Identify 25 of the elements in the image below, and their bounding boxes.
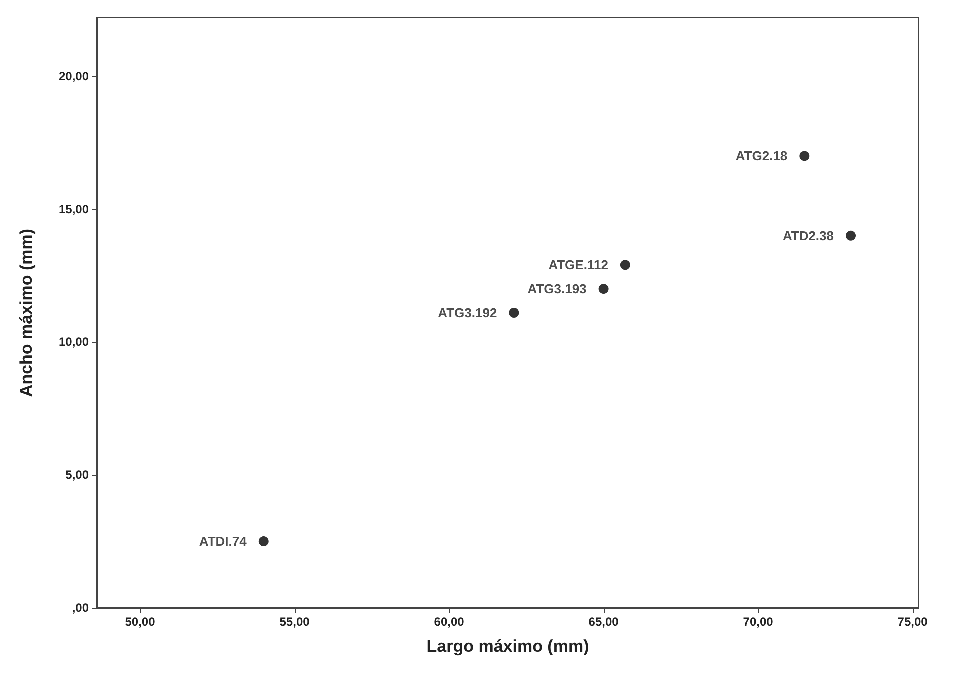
point	[800, 151, 810, 162]
annotation: ATDI.74	[199, 534, 248, 550]
annotation: ATD2.38	[782, 228, 834, 244]
y-tick-label: ,00	[72, 601, 90, 615]
x-axis-title: Largo máximo (mm)	[426, 637, 590, 656]
y-tick-label: 10,00	[58, 335, 90, 350]
point	[509, 308, 520, 318]
y-tick-label: 20,00	[58, 69, 90, 84]
x-tick-label: 50,00	[125, 615, 156, 629]
annotation: ATG3.192	[438, 306, 498, 320]
x-tick-label: 75,00	[898, 615, 928, 629]
y-axis-title: Ancho máximo (mm)	[17, 228, 36, 398]
x-tick-label: 55,00	[280, 615, 310, 629]
annotation: ATG2.18	[736, 148, 788, 164]
point	[620, 260, 630, 270]
x-tick-label: 60,00	[434, 615, 465, 629]
point	[258, 536, 269, 547]
x-tick-label: 65,00	[588, 615, 620, 629]
annotation: ATG3.193	[528, 282, 587, 297]
y-tick-label: 5,00	[66, 468, 90, 482]
annotation: ATGE.112	[548, 258, 608, 273]
y-tick-label: 15,00	[58, 202, 90, 216]
x-tick-label: 70,00	[743, 615, 774, 629]
point	[846, 230, 856, 241]
point	[598, 284, 609, 294]
